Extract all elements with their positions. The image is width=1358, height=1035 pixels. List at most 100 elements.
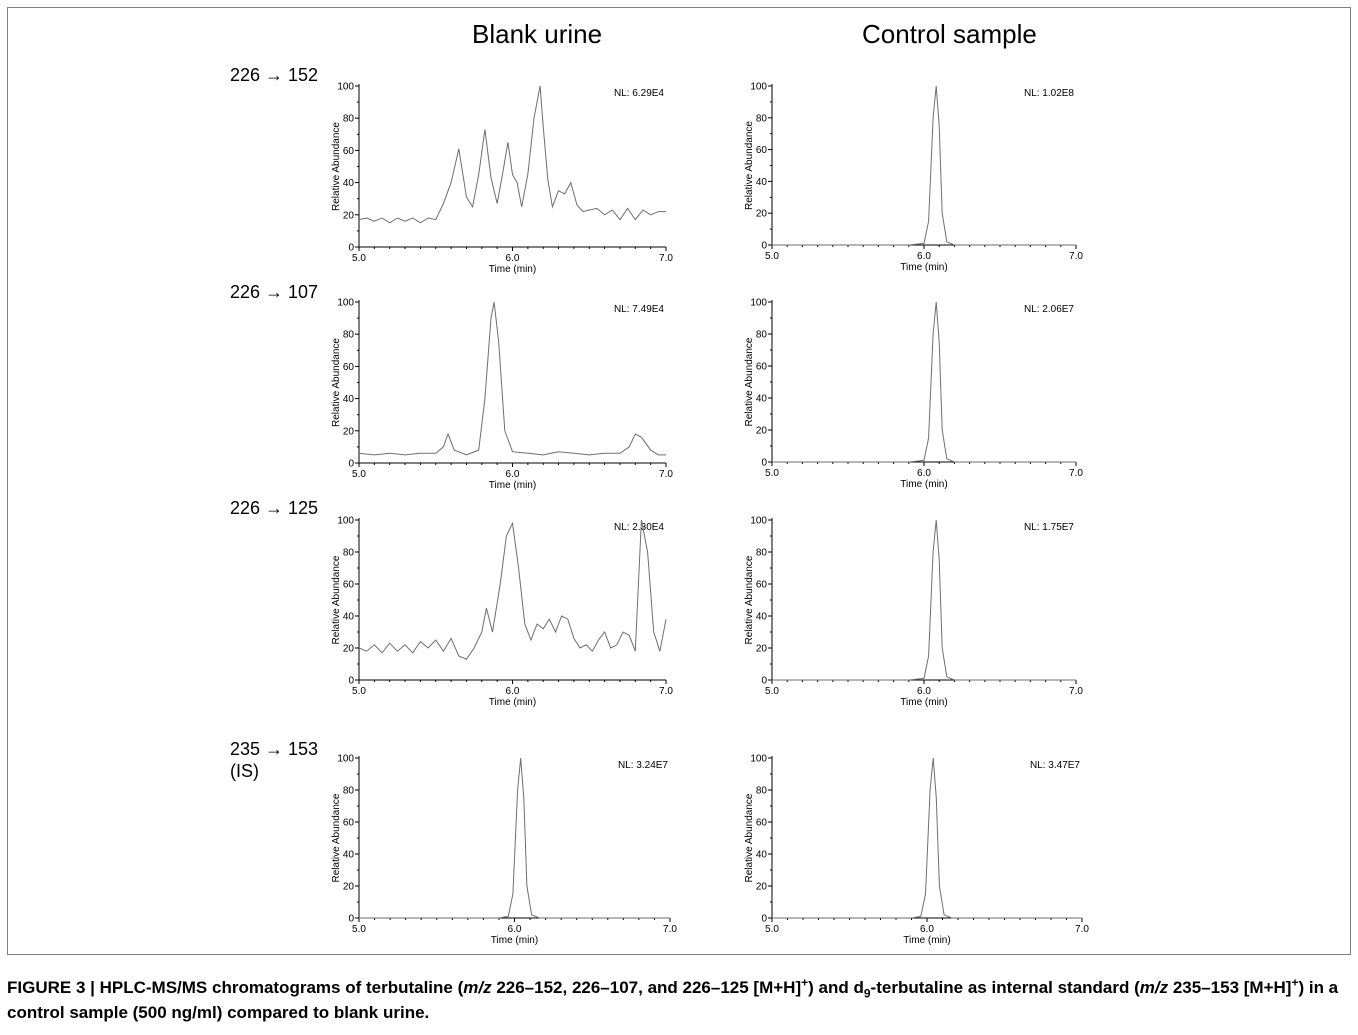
x-tick-label: 7.0 <box>1069 251 1083 262</box>
y-tick-label: 40 <box>343 850 355 861</box>
chromatogram-trace <box>358 85 666 224</box>
row-label-226-107: 226 → 107 <box>230 281 318 303</box>
x-tick-label: 5.0 <box>765 468 779 479</box>
y-tick-label: 80 <box>343 330 355 341</box>
x-axis-label: Time (min) <box>489 480 536 491</box>
y-tick-label: 100 <box>750 82 767 93</box>
y-tick-label: 100 <box>337 516 354 527</box>
chromatogram-trace <box>772 301 1076 463</box>
nl-annotation: NL: 2.30E4 <box>614 522 664 533</box>
caption-text: FIGURE 3 | HPLC-MS/MS chromatograms of t… <box>7 978 464 997</box>
nl-annotation: NL: 1.02E8 <box>1024 88 1074 99</box>
y-tick-label: 80 <box>343 548 355 559</box>
y-tick-label: 20 <box>756 209 768 220</box>
nl-annotation: NL: 1.75E7 <box>1024 522 1074 533</box>
x-tick-label: 7.0 <box>663 924 677 935</box>
y-tick-label: 80 <box>343 786 355 797</box>
y-tick-label: 40 <box>343 178 355 189</box>
chromatogram-trace <box>772 519 1076 681</box>
row-label-235-153: 235 → 153 (IS) <box>230 738 318 782</box>
x-tick-label: 6.0 <box>920 924 934 935</box>
row-label-226-125: 226 → 125 <box>230 497 318 519</box>
y-tick-label: 80 <box>756 330 768 341</box>
y-tick-label: 80 <box>343 114 355 125</box>
x-axis-label: Time (min) <box>489 697 536 708</box>
y-tick-label: 100 <box>750 754 767 765</box>
x-tick-label: 7.0 <box>1069 686 1083 697</box>
figure-frame <box>7 7 1351 955</box>
x-tick-label: 7.0 <box>1069 468 1083 479</box>
x-axis-label: Time (min) <box>900 479 947 490</box>
x-tick-label: 5.0 <box>352 686 366 697</box>
row-label-line: 226 → 152 <box>230 65 319 85</box>
y-tick-label: 100 <box>337 298 354 309</box>
y-axis-label: Relative Abundance <box>744 555 755 644</box>
x-tick-label: 5.0 <box>352 924 366 935</box>
y-tick-label: 20 <box>756 644 768 655</box>
nl-annotation: NL: 3.24E7 <box>618 760 668 771</box>
nl-annotation: NL: 2.06E7 <box>1024 304 1074 315</box>
y-tick-label: 0 <box>348 459 354 470</box>
x-tick-label: 5.0 <box>352 469 366 480</box>
caption-text: ) and d <box>808 978 864 997</box>
y-tick-label: 40 <box>343 394 355 405</box>
y-tick-label: 60 <box>343 580 355 591</box>
y-tick-label: 40 <box>756 177 768 188</box>
column-title-control-sample: Control sample <box>862 19 1037 49</box>
caption-sub: 9 <box>863 986 871 1001</box>
x-axis-label: Time (min) <box>903 935 950 946</box>
x-tick-label: 7.0 <box>659 469 673 480</box>
chromatogram-panel: 0 20 40 60 80 100 5.0 6.0 7.0 Time (min) Relative … <box>744 82 1083 274</box>
x-axis-label: Time (min) <box>900 262 947 273</box>
chromatogram-panel: 0 20 40 60 80 100 5.0 6.0 7.0 Time (min) Relative … <box>744 298 1083 491</box>
y-tick-label: 60 <box>756 818 768 829</box>
row-label-line: 226 → 125 <box>230 498 319 518</box>
chromatogram-trace <box>772 85 1076 246</box>
y-tick-label: 0 <box>761 676 767 687</box>
y-tick-label: 80 <box>756 113 768 124</box>
y-tick-label: 0 <box>348 243 354 254</box>
y-tick-label: 60 <box>343 818 355 829</box>
chromatogram-panel: 0 20 40 60 80 100 5.0 6.0 7.0 Time (min) Relative … <box>331 754 677 947</box>
y-axis-label: Relative Abundance <box>331 338 342 427</box>
caption-text: -terbutaline as internal standard ( <box>870 978 1140 997</box>
x-tick-label: 5.0 <box>765 251 779 262</box>
caption-mz: m/z <box>1139 978 1169 997</box>
chromatogram-panel: 0 20 40 60 80 100 5.0 6.0 7.0 Time (min) Relative … <box>331 298 673 492</box>
x-tick-label: 5.0 <box>352 253 366 264</box>
y-tick-label: 0 <box>348 914 354 925</box>
y-axis-label: Relative Abundance <box>331 122 342 211</box>
chromatogram-trace <box>358 519 667 660</box>
nl-annotation: NL: 6.29E4 <box>614 88 664 99</box>
y-tick-label: 20 <box>756 426 768 437</box>
x-tick-label: 6.0 <box>508 924 522 935</box>
caption-sup: + <box>801 975 809 990</box>
column-title-blank-urine: Blank urine <box>472 19 603 49</box>
y-tick-label: 20 <box>343 644 355 655</box>
caption-text: 235–153 [M+H] <box>1168 978 1292 997</box>
y-tick-label: 20 <box>756 882 768 893</box>
x-tick-label: 6.0 <box>917 251 931 262</box>
y-tick-label: 60 <box>756 145 768 156</box>
chromatogram-panel: 0 20 40 60 80 100 5.0 6.0 7.0 Time (min) Relative … <box>331 82 673 276</box>
x-tick-label: 7.0 <box>659 686 673 697</box>
y-tick-label: 100 <box>750 298 767 309</box>
chromatogram-trace <box>358 301 666 456</box>
chromatogram-panel: 0 20 40 60 80 100 5.0 6.0 7.0 Time (min) Relative … <box>744 516 1083 709</box>
y-tick-label: 20 <box>343 426 355 437</box>
y-axis-label: Relative Abundance <box>744 337 755 426</box>
y-tick-label: 100 <box>337 82 354 93</box>
y-tick-label: 0 <box>761 914 767 925</box>
y-tick-label: 60 <box>756 580 768 591</box>
y-tick-label: 40 <box>756 612 768 623</box>
y-tick-label: 100 <box>337 754 354 765</box>
x-tick-label: 6.0 <box>506 253 520 264</box>
x-axis-label: Time (min) <box>489 264 536 275</box>
y-tick-label: 40 <box>343 612 355 623</box>
y-tick-label: 20 <box>343 210 355 221</box>
x-tick-label: 7.0 <box>659 253 673 264</box>
y-axis-label: Relative Abundance <box>331 793 342 882</box>
chromatogram-trace <box>359 757 670 919</box>
x-tick-label: 6.0 <box>506 469 520 480</box>
